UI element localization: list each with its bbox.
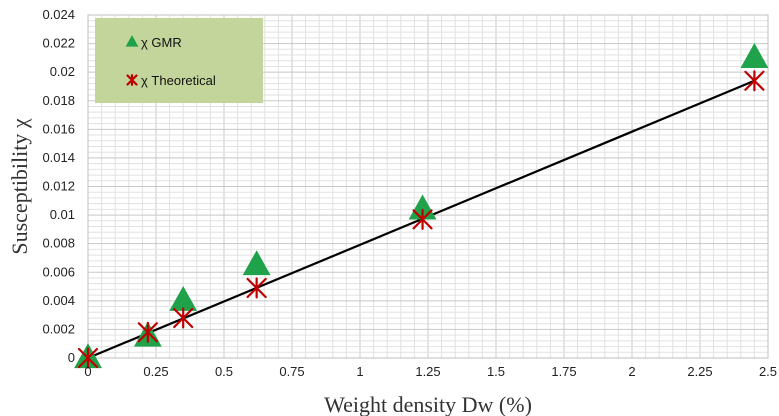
- x-tick-label: 1.5: [487, 364, 505, 379]
- data-point-theoretical: [744, 70, 765, 92]
- legend-label: χ GMR: [141, 35, 182, 50]
- data-point-gmr: [740, 42, 769, 68]
- x-tick-label: 0.5: [215, 364, 233, 379]
- x-tick-label: 0.75: [279, 364, 304, 379]
- legend-background: [95, 18, 263, 103]
- x-tick-label: 1.75: [551, 364, 576, 379]
- y-tick-label: 0.024: [42, 7, 75, 22]
- data-point-gmr: [169, 285, 198, 311]
- y-tick-labels: 0 0.002 0.004 0.006 0.008 0.01 0.012 0.014 0.016…: [42, 7, 75, 365]
- y-tick-label: 0.004: [42, 293, 75, 308]
- x-tick-labels: 0 0.25 0.5 0.75 1 1.25 1.5 1.75 2 2.25 2.5: [84, 364, 777, 379]
- x-tick-label: 2.25: [687, 364, 712, 379]
- x-tick-label: 0: [84, 364, 91, 379]
- y-tick-label: 0.006: [42, 264, 75, 279]
- legend-label: χ Theoretical: [141, 73, 216, 88]
- y-tick-label: 0.016: [42, 121, 75, 136]
- data-point-theoretical: [412, 208, 433, 230]
- y-axis-title: Susceptibility χ: [7, 118, 32, 255]
- x-tick-label: 2: [628, 364, 635, 379]
- legend: χ GMR χ Theoretical: [95, 18, 263, 103]
- y-tick-label: 0.012: [42, 179, 75, 194]
- plot-area-border: [87, 14, 769, 359]
- legend-symbol-theoretical: [126, 74, 138, 86]
- legend-symbol-gmr: [125, 35, 139, 47]
- y-tick-label: 0.01: [50, 207, 75, 222]
- markers-group: [74, 42, 769, 369]
- y-tick-label: 0.018: [42, 93, 75, 108]
- y-tick-label: 0.014: [42, 150, 75, 165]
- x-tick-label: 0.25: [143, 364, 168, 379]
- data-point-theoretical: [246, 277, 267, 299]
- x-tick-label: 1.25: [415, 364, 440, 379]
- y-tick-label: 0.008: [42, 236, 75, 251]
- y-tick-label: 0: [68, 350, 75, 365]
- x-axis-title: Weight density Dw (%): [324, 392, 532, 416]
- x-tick-label: 1: [356, 364, 363, 379]
- y-tick-label: 0.02: [50, 64, 75, 79]
- y-tick-label: 0.022: [42, 36, 75, 51]
- data-point-theoretical: [173, 307, 194, 329]
- data-point-gmr: [242, 250, 271, 276]
- y-tick-label: 0.002: [42, 321, 75, 336]
- data-point-theoretical: [77, 347, 99, 369]
- data-point-theoretical: [137, 321, 158, 343]
- x-tick-label: 2.5: [759, 364, 777, 379]
